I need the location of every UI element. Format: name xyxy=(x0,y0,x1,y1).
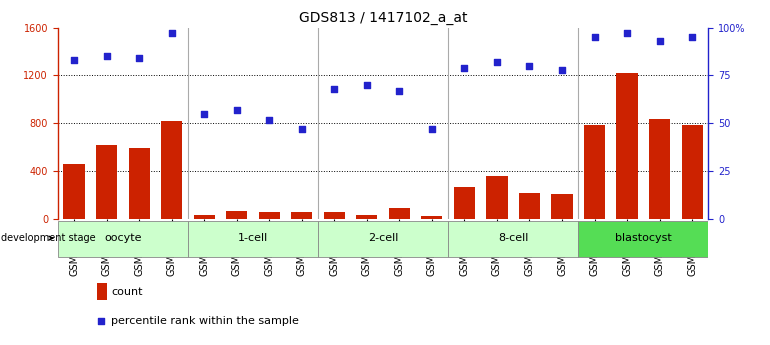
Bar xyxy=(578,221,708,257)
Bar xyxy=(448,221,578,257)
Bar xyxy=(259,212,280,219)
Bar xyxy=(318,221,448,257)
Point xyxy=(360,82,373,88)
Point xyxy=(296,126,308,132)
Point xyxy=(621,31,633,36)
Bar xyxy=(389,208,410,219)
Point xyxy=(426,126,438,132)
Text: 2-cell: 2-cell xyxy=(368,233,398,243)
Point xyxy=(490,59,503,65)
Bar xyxy=(97,283,107,300)
Bar xyxy=(323,213,345,219)
Bar xyxy=(487,176,507,219)
Point xyxy=(133,56,146,61)
Point xyxy=(393,88,406,93)
Point xyxy=(588,34,601,40)
Point xyxy=(686,34,698,40)
Text: count: count xyxy=(111,287,142,297)
Bar xyxy=(357,216,377,219)
Title: GDS813 / 1417102_a_at: GDS813 / 1417102_a_at xyxy=(299,11,467,25)
Bar xyxy=(226,211,247,219)
Point xyxy=(95,318,108,324)
Bar xyxy=(96,145,117,219)
Text: percentile rank within the sample: percentile rank within the sample xyxy=(111,316,299,326)
Bar xyxy=(454,187,475,219)
Point xyxy=(654,38,666,44)
Point xyxy=(524,63,536,69)
Text: 8-cell: 8-cell xyxy=(498,233,528,243)
Text: 1-cell: 1-cell xyxy=(238,233,268,243)
Bar xyxy=(649,119,670,219)
Text: oocyte: oocyte xyxy=(104,233,142,243)
Bar xyxy=(58,221,188,257)
Bar xyxy=(681,125,703,219)
Point xyxy=(556,67,568,72)
Bar xyxy=(193,216,215,219)
Bar xyxy=(161,121,182,219)
Bar xyxy=(129,148,149,219)
Bar xyxy=(551,194,573,219)
Point xyxy=(230,107,243,113)
Point xyxy=(328,86,340,92)
Text: blastocyst: blastocyst xyxy=(615,233,671,243)
Point xyxy=(263,117,276,122)
Text: development stage: development stage xyxy=(2,233,95,243)
Bar xyxy=(519,193,540,219)
Bar xyxy=(63,164,85,219)
Bar xyxy=(188,221,318,257)
Point xyxy=(166,31,178,36)
Point xyxy=(68,57,80,63)
Bar xyxy=(584,125,605,219)
Point xyxy=(198,111,210,117)
Bar xyxy=(421,216,443,219)
Point xyxy=(100,53,112,59)
Bar xyxy=(291,212,313,219)
Point xyxy=(458,65,470,71)
Bar xyxy=(617,73,638,219)
